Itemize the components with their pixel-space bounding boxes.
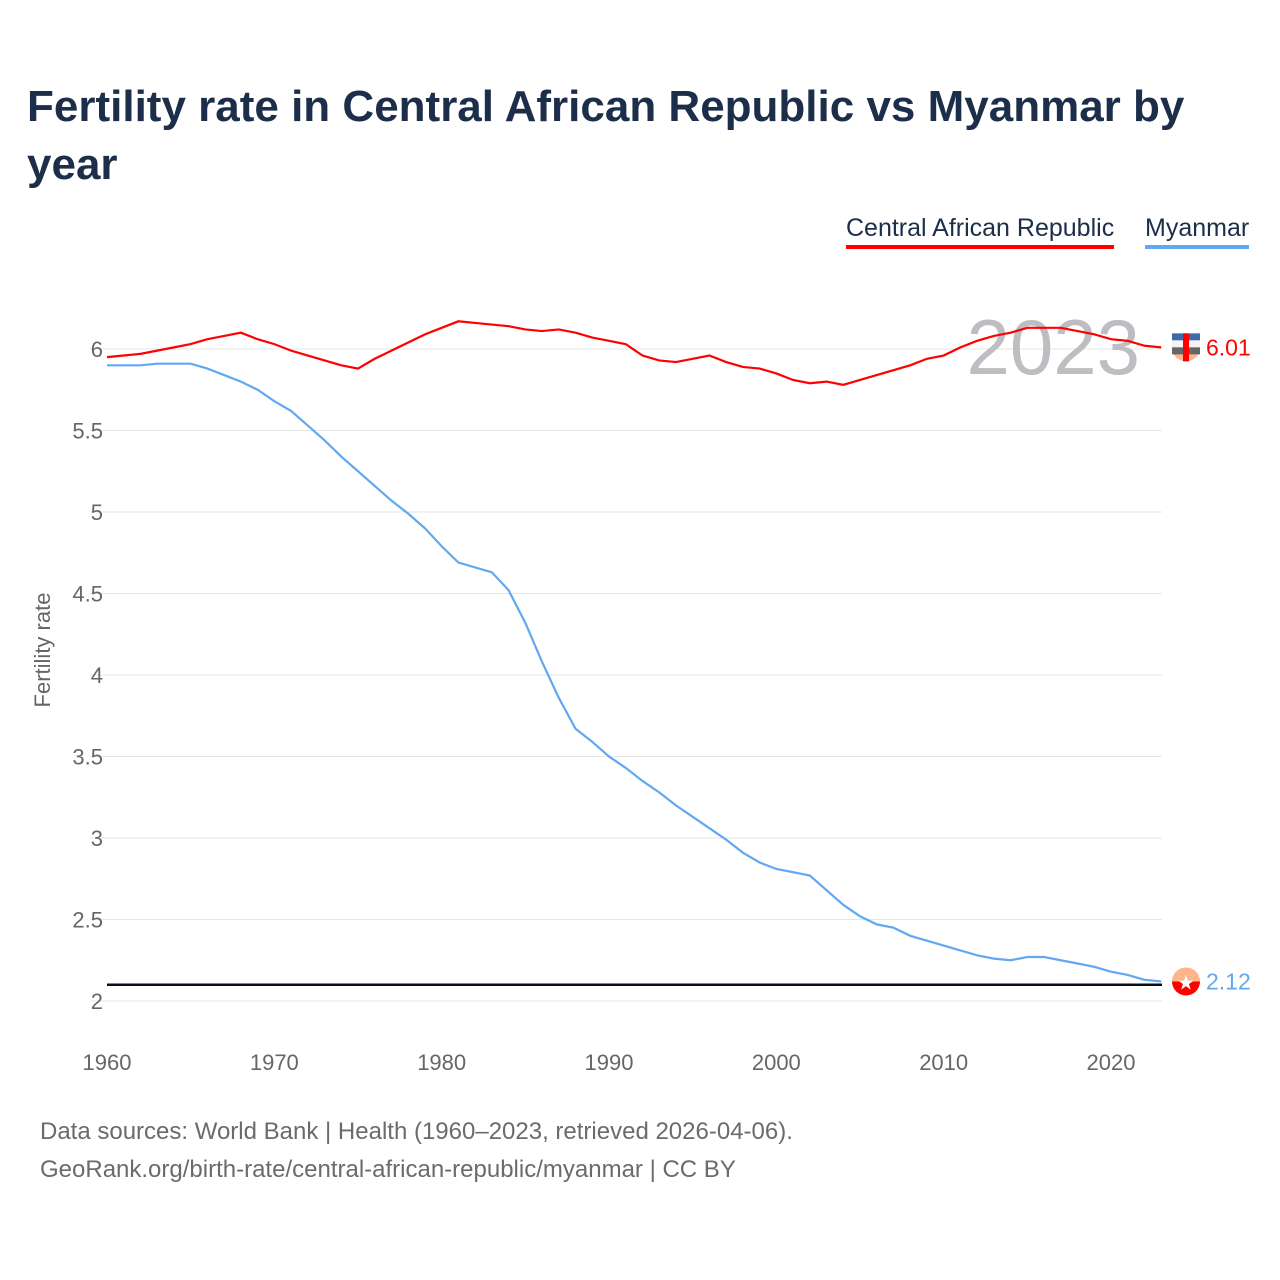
- y-tick-label: 2.5: [72, 908, 103, 933]
- y-tick-label: 2: [91, 989, 103, 1014]
- chart-title: Fertility rate in Central African Republ…: [27, 82, 1185, 189]
- x-tick-label: 1970: [250, 1050, 299, 1075]
- flag-myanmar-icon-star: ★: [1177, 972, 1195, 994]
- y-tick-label: 4.5: [72, 582, 103, 607]
- x-tick-label: 1990: [585, 1050, 634, 1075]
- flag-car-icon-stripe: [1183, 333, 1189, 362]
- flag-myanmar-icon-band: [1172, 981, 1200, 996]
- y-tick-label: 4: [91, 663, 103, 688]
- end-value-label: 2.12: [1206, 968, 1251, 994]
- x-tick-label: 2010: [919, 1050, 968, 1075]
- y-tick-label: 3.5: [72, 745, 103, 770]
- legend-item-myanmar[interactable]: Myanmar: [1145, 214, 1250, 249]
- x-tick-label: 2020: [1087, 1050, 1136, 1075]
- y-axis-label: Fertility rate: [30, 593, 55, 708]
- x-tick-label: 2000: [752, 1050, 801, 1075]
- year-overlay: 2023: [966, 303, 1140, 391]
- x-tick-label: 1960: [83, 1050, 132, 1075]
- legend-item-central-african-republic[interactable]: Central African Republic: [846, 214, 1115, 249]
- y-tick-label: 5: [91, 500, 103, 525]
- y-tick-label: 6: [91, 337, 103, 362]
- x-tick-label: 1980: [417, 1050, 466, 1075]
- series-line-myanmar: [107, 362, 1162, 983]
- footer-attribution: GeoRank.org/birth-rate/central-african-r…: [40, 1156, 736, 1183]
- footer-sources: Data sources: World Bank | Health (1960–…: [40, 1118, 793, 1145]
- series-line-central-african-republic: [106, 320, 1162, 386]
- y-tick-label: 3: [91, 826, 103, 851]
- end-value-label: 6.01: [1206, 334, 1251, 360]
- y-tick-label: 5.5: [72, 419, 103, 444]
